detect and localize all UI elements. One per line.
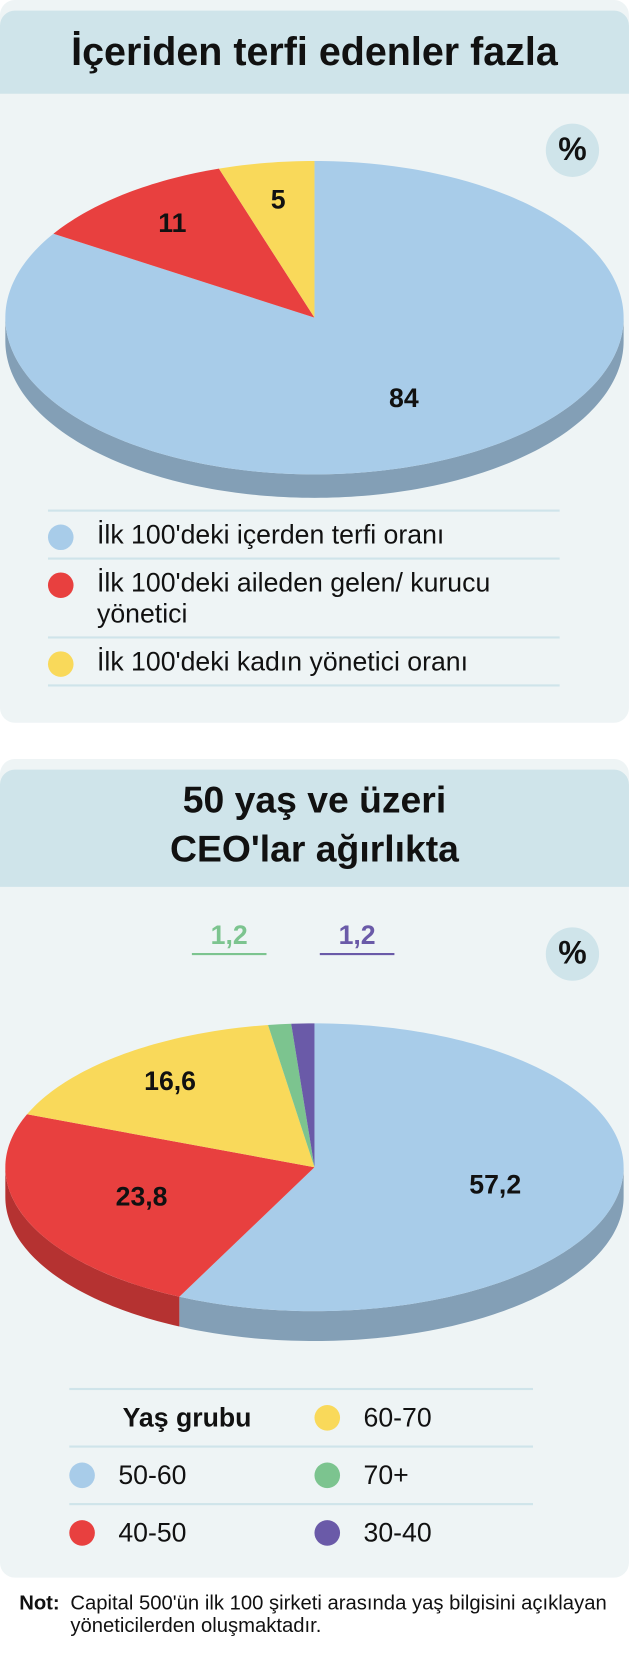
legend-label: İlk 100'deki aileden gelen/ kurucu yönet… [97, 568, 491, 629]
legend-item: 40-50 [69, 1503, 315, 1561]
legend-label: 50-60 [118, 1459, 187, 1490]
note-text: Capital 500'ün ilk 100 şirketi arasında … [70, 1592, 607, 1638]
slice [27, 1024, 315, 1168]
legend-title: Yaş grubu [69, 1387, 315, 1446]
slice [291, 1023, 315, 1168]
legend-swatch [47, 524, 74, 551]
legend-swatch [47, 572, 74, 599]
slice-side [5, 1167, 180, 1327]
legend-swatch [314, 1520, 341, 1546]
value-label: 5 [271, 185, 286, 215]
legend-swatch [69, 1462, 95, 1489]
legend-item: 70+ [314, 1445, 533, 1503]
pie-chart: 84 11 5 [5, 160, 624, 498]
slice-side [179, 1167, 624, 1342]
slice [5, 160, 624, 475]
legend-item: 30-40 [314, 1503, 533, 1561]
legend-label: 60-70 [363, 1402, 432, 1433]
legend-label: 70+ [363, 1459, 409, 1490]
legend-item: 60-70 [314, 1387, 533, 1446]
chart-title: 50 yaş ve üzeri CEO'lar ağırlıkta [0, 769, 629, 887]
value-label: 84 [389, 383, 419, 413]
slice [179, 1023, 624, 1312]
legend-swatch [47, 651, 74, 677]
value-label: 11 [158, 208, 186, 238]
legend-label: İlk 100'deki kadın yönetici oranı [97, 647, 469, 677]
unit-label: % [545, 927, 600, 981]
value-label: 57,2 [469, 1170, 521, 1200]
pie-chart: 57,2 23,8 16,6 1,2 1,2 [5, 920, 624, 1342]
slice [5, 1114, 315, 1297]
legend-label: 30-40 [363, 1517, 432, 1548]
value-label: 16,6 [144, 1066, 196, 1096]
note-label: Not: [19, 1592, 60, 1615]
value-label: 1,2 [211, 920, 248, 950]
legend: İlk 100'deki içerden terfi oranı İlk 100'… [47, 509, 560, 687]
unit-label: % [545, 123, 600, 177]
slice [53, 168, 315, 318]
legend-label: İlk 100'deki içerden terfi oranı [97, 520, 445, 551]
legend: Yaş grubu 50-60 40-50 60-70 70+ 30-40 [69, 1387, 533, 1561]
legend-swatch [314, 1404, 341, 1431]
value-label: 23,8 [116, 1182, 168, 1212]
legend-item: İlk 100'deki kadın yönetici oranı [47, 636, 560, 687]
chart-title: İçeriden terfi edenler fazla [0, 10, 629, 94]
slice [218, 160, 315, 318]
legend-item: İlk 100'deki içerden terfi oranı [47, 509, 560, 558]
legend-item: İlk 100'deki aileden gelen/ kurucu yönet… [47, 557, 560, 637]
legend-swatch [69, 1520, 95, 1546]
legend-swatch [314, 1462, 341, 1489]
note: Not: Capital 500'ün ilk 100 şirketi aras… [19, 1593, 627, 1638]
legend-label: 40-50 [118, 1517, 187, 1548]
legend-item: 50-60 [69, 1445, 315, 1503]
slice [268, 1023, 315, 1168]
value-label: 1,2 [339, 920, 376, 950]
